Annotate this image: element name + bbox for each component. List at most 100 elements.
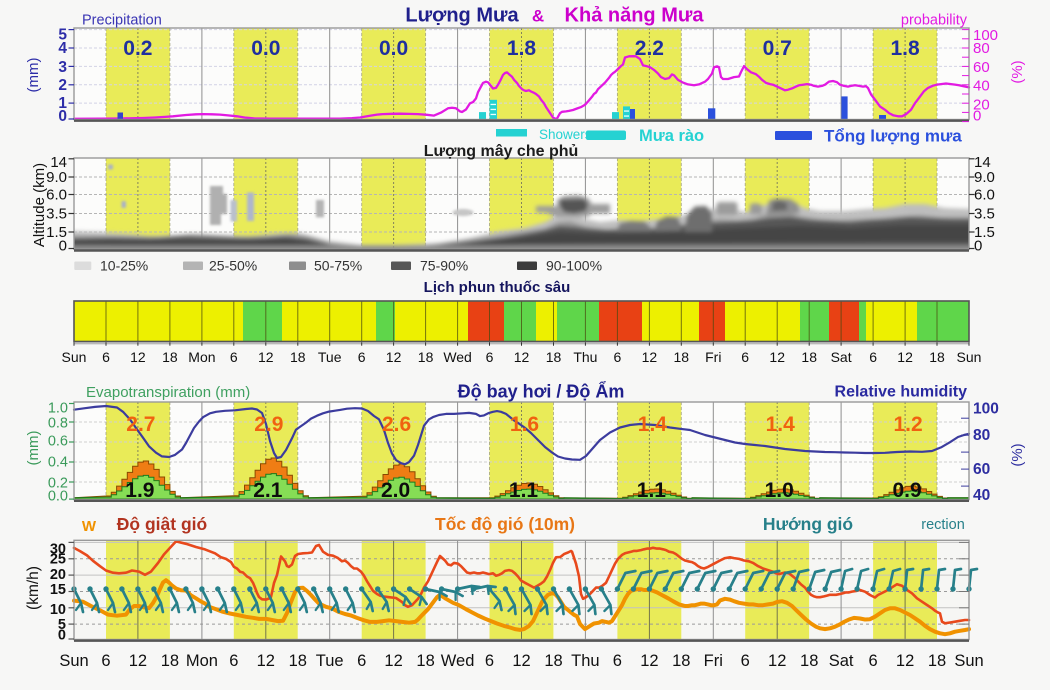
svg-text:2: 2 bbox=[58, 77, 67, 94]
svg-text:12: 12 bbox=[897, 349, 913, 365]
svg-text:(%): (%) bbox=[1009, 443, 1026, 466]
svg-text:90-100%: 90-100% bbox=[546, 258, 602, 274]
svg-text:0: 0 bbox=[59, 238, 67, 255]
svg-text:0.0: 0.0 bbox=[48, 488, 68, 504]
svg-text:Sun: Sun bbox=[954, 652, 983, 670]
svg-text:6: 6 bbox=[614, 349, 622, 365]
svg-text:12: 12 bbox=[512, 652, 530, 670]
svg-text:2.6: 2.6 bbox=[382, 413, 411, 436]
svg-text:12: 12 bbox=[514, 349, 530, 365]
svg-text:Wed: Wed bbox=[441, 652, 475, 670]
svg-text:4: 4 bbox=[58, 40, 67, 57]
svg-text:0.0: 0.0 bbox=[379, 37, 408, 60]
svg-text:6: 6 bbox=[741, 349, 749, 365]
svg-text:(mm): (mm) bbox=[25, 431, 42, 466]
svg-text:1.2: 1.2 bbox=[893, 413, 922, 436]
svg-text:75-90%: 75-90% bbox=[420, 258, 468, 274]
svg-text:6: 6 bbox=[741, 652, 750, 670]
svg-text:0.6: 0.6 bbox=[48, 434, 68, 450]
svg-text:1.5: 1.5 bbox=[46, 224, 67, 241]
svg-text:0: 0 bbox=[973, 108, 981, 125]
svg-text:Hướng gió: Hướng gió bbox=[763, 514, 853, 534]
svg-text:2.7: 2.7 bbox=[126, 413, 155, 436]
svg-text:18: 18 bbox=[672, 652, 690, 670]
svg-text:0: 0 bbox=[58, 108, 67, 125]
svg-text:9.0: 9.0 bbox=[46, 169, 67, 186]
svg-text:1.6: 1.6 bbox=[510, 413, 539, 436]
svg-text:10-25%: 10-25% bbox=[100, 258, 148, 274]
svg-text:(%): (%) bbox=[1009, 60, 1026, 83]
svg-text:12: 12 bbox=[769, 349, 785, 365]
svg-text:(km/h): (km/h) bbox=[25, 566, 42, 610]
svg-text:80: 80 bbox=[973, 40, 990, 57]
svg-text:50-75%: 50-75% bbox=[314, 258, 362, 274]
svg-text:0.2: 0.2 bbox=[123, 37, 152, 60]
svg-text:100: 100 bbox=[973, 27, 998, 44]
svg-text:6: 6 bbox=[485, 652, 494, 670]
svg-text:6: 6 bbox=[229, 652, 238, 670]
svg-text:Lượng mây che phủ: Lượng mây che phủ bbox=[424, 143, 579, 160]
svg-text:Altitude (km): Altitude (km) bbox=[31, 163, 48, 247]
svg-text:Lịch phun thuốc sâu: Lịch phun thuốc sâu bbox=[424, 279, 571, 296]
svg-text:18: 18 bbox=[289, 652, 307, 670]
svg-text:12: 12 bbox=[642, 349, 658, 365]
svg-text:18: 18 bbox=[544, 652, 562, 670]
svg-text:1.4: 1.4 bbox=[638, 413, 668, 436]
svg-text:0.2: 0.2 bbox=[48, 475, 68, 491]
svg-text:Tue: Tue bbox=[318, 349, 342, 365]
svg-text:3: 3 bbox=[58, 59, 67, 76]
svg-text:18: 18 bbox=[800, 652, 818, 670]
svg-text:12: 12 bbox=[896, 652, 914, 670]
svg-text:40: 40 bbox=[973, 487, 990, 504]
svg-text:1.5: 1.5 bbox=[974, 224, 995, 241]
svg-text:6: 6 bbox=[486, 349, 494, 365]
svg-text:3.5: 3.5 bbox=[46, 206, 67, 223]
svg-text:(mm): (mm) bbox=[25, 58, 42, 93]
svg-text:12: 12 bbox=[768, 652, 786, 670]
svg-text:14: 14 bbox=[50, 154, 67, 171]
svg-text:100: 100 bbox=[973, 400, 999, 417]
svg-text:6: 6 bbox=[358, 349, 366, 365]
svg-text:30: 30 bbox=[50, 541, 66, 557]
svg-text:0.8: 0.8 bbox=[48, 415, 68, 431]
svg-text:18: 18 bbox=[929, 349, 945, 365]
svg-text:12: 12 bbox=[640, 652, 658, 670]
svg-text:18: 18 bbox=[416, 652, 434, 670]
svg-text:Precipitation: Precipitation bbox=[82, 13, 162, 29]
svg-text:Sat: Sat bbox=[829, 652, 854, 670]
svg-text:12: 12 bbox=[257, 652, 275, 670]
svg-text:Tốc độ gió (10m): Tốc độ gió (10m) bbox=[435, 514, 575, 534]
svg-text:1.0: 1.0 bbox=[48, 401, 68, 417]
svg-text:6: 6 bbox=[869, 349, 877, 365]
svg-text:0: 0 bbox=[974, 238, 982, 255]
svg-text:1.0: 1.0 bbox=[765, 479, 794, 502]
svg-text:40: 40 bbox=[973, 77, 990, 94]
svg-text:1.1: 1.1 bbox=[637, 479, 667, 502]
svg-text:Sun: Sun bbox=[957, 349, 982, 365]
svg-text:0.9: 0.9 bbox=[892, 479, 921, 502]
svg-text:20: 20 bbox=[50, 567, 66, 583]
svg-text:probability: probability bbox=[901, 13, 968, 29]
svg-text:Thu: Thu bbox=[573, 349, 597, 365]
svg-text:1.4: 1.4 bbox=[766, 413, 796, 436]
svg-text:6: 6 bbox=[101, 652, 110, 670]
svg-text:1.8: 1.8 bbox=[507, 37, 537, 60]
svg-text:rection: rection bbox=[921, 517, 965, 533]
svg-text:12: 12 bbox=[386, 349, 402, 365]
svg-text:Wed: Wed bbox=[443, 349, 472, 365]
svg-text:1.8: 1.8 bbox=[890, 37, 920, 60]
svg-text:0.4: 0.4 bbox=[48, 455, 68, 471]
svg-text:5: 5 bbox=[58, 26, 67, 43]
svg-text:Độ giật gió: Độ giật gió bbox=[117, 514, 207, 534]
svg-text:6: 6 bbox=[102, 349, 110, 365]
svg-text:Thu: Thu bbox=[571, 652, 599, 670]
svg-text:5: 5 bbox=[58, 617, 66, 633]
svg-text:3.5: 3.5 bbox=[974, 206, 995, 223]
svg-text:25-50%: 25-50% bbox=[209, 258, 257, 274]
svg-text:Sat: Sat bbox=[831, 349, 852, 365]
svg-text:Mon: Mon bbox=[186, 652, 218, 670]
svg-text:Fri: Fri bbox=[704, 652, 723, 670]
svg-text:18: 18 bbox=[801, 349, 817, 365]
svg-text:18: 18 bbox=[674, 349, 690, 365]
svg-text:Relative humidity: Relative humidity bbox=[835, 384, 968, 401]
